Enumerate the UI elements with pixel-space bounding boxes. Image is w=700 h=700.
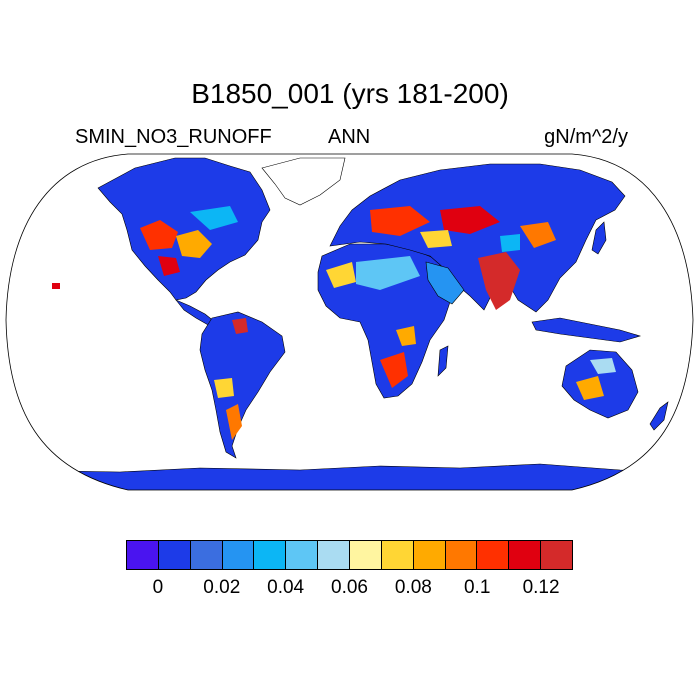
new-zealand xyxy=(649,401,669,431)
colorbar-swatch-0 xyxy=(127,541,159,569)
colorbar-tick-label: 0.02 xyxy=(203,577,241,598)
season-label: ANN xyxy=(328,126,371,148)
colorbar-tick-label: 0 xyxy=(152,577,164,598)
madagascar xyxy=(437,345,449,377)
variable-label: SMIN_NO3_RUNOFF xyxy=(75,126,272,148)
colorbar-swatch-3 xyxy=(222,541,255,569)
map-title: B1850_001 (yrs 181-200) xyxy=(191,78,509,109)
colorbar-swatch-11 xyxy=(477,541,510,569)
antarctica xyxy=(6,463,693,490)
units-label: gN/m^2/y xyxy=(544,126,628,148)
colorbar-swatch-12 xyxy=(509,541,542,569)
colorbar-swatch-4 xyxy=(254,541,287,569)
indonesia xyxy=(531,317,642,343)
south-america-landmass xyxy=(199,311,286,459)
north-america-landmass xyxy=(97,157,271,301)
colorbar-swatch-9 xyxy=(413,541,446,569)
colorbar-swatch-6 xyxy=(318,541,351,569)
colorbar xyxy=(126,540,573,570)
colorbar-tick-label: 0.06 xyxy=(331,577,368,598)
colorbar-swatch-2 xyxy=(190,541,223,569)
colorbar-swatch-5 xyxy=(286,541,319,569)
colorbar-swatch-7 xyxy=(350,541,382,569)
colorbar-tick-label: 0.08 xyxy=(394,577,432,598)
colorbar-swatch-8 xyxy=(381,541,414,569)
colorbar-swatch-13 xyxy=(541,541,573,569)
colorbar-swatch-10 xyxy=(445,541,478,569)
japan xyxy=(591,221,607,255)
arabian-peninsula xyxy=(425,261,465,305)
value-patches xyxy=(52,206,616,440)
colorbar-swatch-1 xyxy=(158,541,191,569)
colorbar-tick-label: 0.12 xyxy=(522,577,560,598)
greenland xyxy=(261,157,346,206)
colorbar-tick-label: 0.1 xyxy=(463,577,491,598)
colorbar-tick-label: 0.04 xyxy=(267,577,305,598)
globe-outline xyxy=(5,153,694,491)
